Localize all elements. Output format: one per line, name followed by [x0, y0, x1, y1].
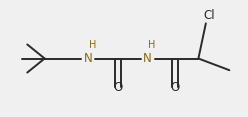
Text: O: O: [170, 81, 180, 94]
Text: H: H: [148, 40, 156, 50]
Text: O: O: [113, 81, 123, 94]
Text: H: H: [89, 40, 96, 50]
Text: Cl: Cl: [204, 9, 215, 22]
Text: N: N: [143, 52, 152, 65]
Text: N: N: [84, 52, 93, 65]
